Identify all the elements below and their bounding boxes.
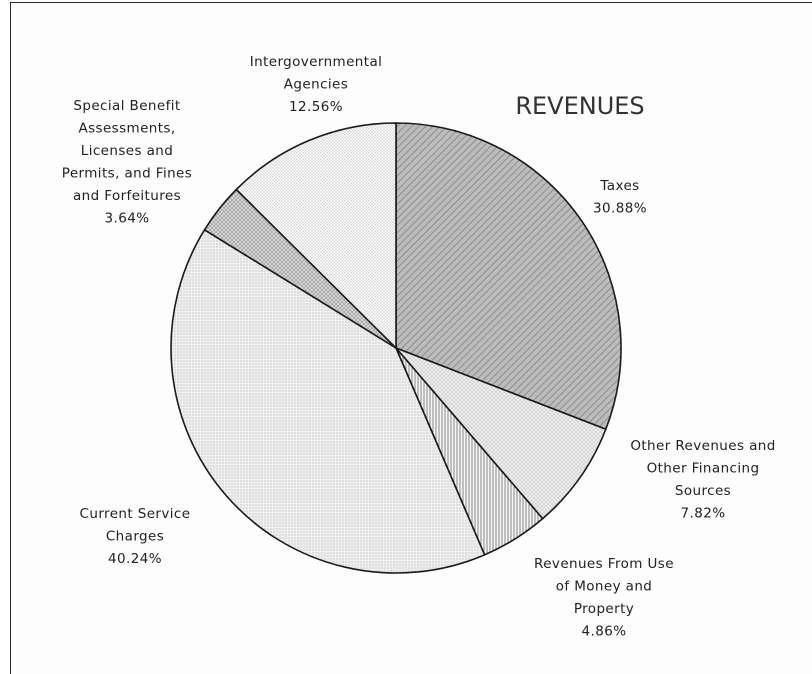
slice-label-line: 40.24%: [108, 551, 162, 567]
pie-slice-4: [170, 228, 486, 574]
slice-label-line: and Forfeitures: [73, 188, 181, 204]
slice-label-line: Permits, and Fines: [62, 166, 192, 182]
slice-label-line: Charges: [106, 529, 164, 545]
slice-label-line: of Money and: [556, 579, 653, 595]
slice-label-2: Other Revenues and Other Financing Sources…: [630, 438, 775, 522]
slice-label-line: Intergovernmental: [250, 54, 383, 70]
slice-label-3: Revenues From Use of Money and Property 4.8…: [534, 556, 674, 640]
pie-slice-6: [235, 122, 397, 350]
slice-label-line: 7.82%: [681, 506, 726, 522]
pie-slices: [170, 122, 622, 574]
slice-label-line: Other Revenues and: [630, 438, 775, 454]
slice-label-1: Taxes 30.88%: [593, 178, 647, 217]
slice-label-4: Current Service Charges 40.24%: [80, 506, 191, 567]
slice-label-line: Agencies: [284, 77, 348, 93]
slice-label-5: Special Benefit Assessments, Licenses and P…: [62, 98, 192, 227]
slice-label-line: 3.64%: [105, 211, 150, 227]
pie-slice-1: [395, 122, 622, 431]
slice-label-line: Assessments,: [78, 121, 175, 137]
slice-label-line: Licenses and: [81, 143, 173, 159]
slice-label-line: Special Benefit: [73, 98, 180, 114]
slice-label-line: Other Financing: [647, 461, 760, 477]
slice-label-line: 4.86%: [582, 624, 627, 640]
slice-label-line: Current Service: [80, 506, 191, 522]
slice-label-6: Intergovernmental Agencies 12.56%: [250, 54, 383, 115]
slice-label-line: 30.88%: [593, 201, 647, 217]
pie-slice-2: [395, 347, 607, 520]
slice-label-line: Revenues From Use: [534, 556, 674, 572]
slice-label-line: 12.56%: [289, 99, 343, 115]
slice-labels: Taxes 30.88% Other Revenues and Other Finan…: [62, 54, 775, 640]
chart-title: REVENUES: [515, 92, 644, 120]
slice-label-line: Sources: [675, 483, 731, 499]
slice-label-line: Property: [574, 601, 634, 617]
slice-label-line: Taxes: [599, 178, 639, 194]
